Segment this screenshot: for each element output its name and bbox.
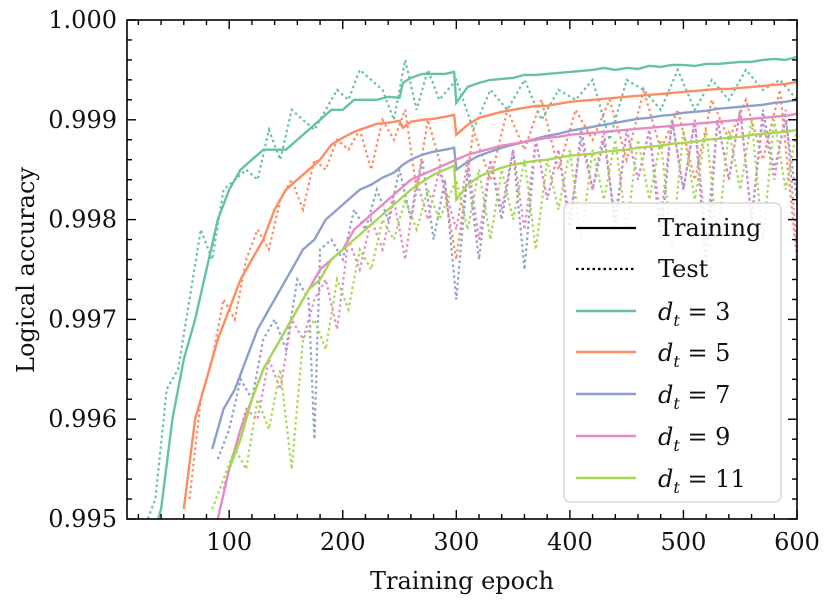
series-dt9-test-line: [222, 109, 797, 490]
legend-label-dt5: dt = 5: [658, 339, 730, 371]
y-tick-label: 0.996: [48, 405, 117, 433]
x-tick-label: 300: [433, 528, 479, 556]
y-tick-labels: 0.995 0.996 0.997 0.998 0.999 1.000: [48, 6, 117, 533]
series-dt11-training-line: [228, 128, 797, 470]
series-dt7-training-line: [211, 98, 797, 450]
series-dt11-test-line: [211, 119, 797, 510]
legend-label-dt11: dt = 11: [658, 465, 746, 497]
y-tick-label: 0.997: [48, 305, 117, 333]
legend-label-dt3: dt = 3: [658, 298, 730, 330]
legend-label-dt9: dt = 9: [658, 423, 730, 455]
y-tick-label: 1.000: [48, 6, 117, 34]
legend: Training Test dt = 3 dt = 5 dt = 7 dt = …: [563, 202, 782, 503]
y-tick-label: 0.999: [48, 106, 117, 134]
series-dt5-training-line: [182, 80, 797, 510]
y-tick-label: 0.998: [48, 206, 117, 234]
legend-training-label: Training: [658, 214, 761, 242]
x-axis-label: Training epoch: [370, 567, 554, 595]
x-tick-label: 500: [661, 528, 707, 556]
y-tick-label: 0.995: [48, 505, 117, 533]
series-dt3-training-line: [156, 55, 797, 519]
y-axis-label: Logical accuracy: [12, 167, 40, 373]
x-tick-label: 200: [320, 528, 366, 556]
series-dt9-training-line: [216, 112, 797, 519]
x-tick-label: 100: [206, 528, 252, 556]
series-dt5-test-line: [188, 85, 797, 500]
plot-frame: [126, 19, 798, 520]
x-tick-label: 600: [774, 528, 820, 556]
series-dt7-test-line: [216, 109, 797, 460]
x-tick-labels: 100 200 300 400 500 600: [206, 528, 820, 556]
x-tick-label: 400: [547, 528, 593, 556]
ticks-layer: [127, 19, 798, 520]
legend-test-label: Test: [658, 255, 709, 283]
legend-box: [563, 202, 782, 503]
series-layer: [146, 55, 797, 519]
legend-label-dt7: dt = 7: [658, 381, 730, 413]
